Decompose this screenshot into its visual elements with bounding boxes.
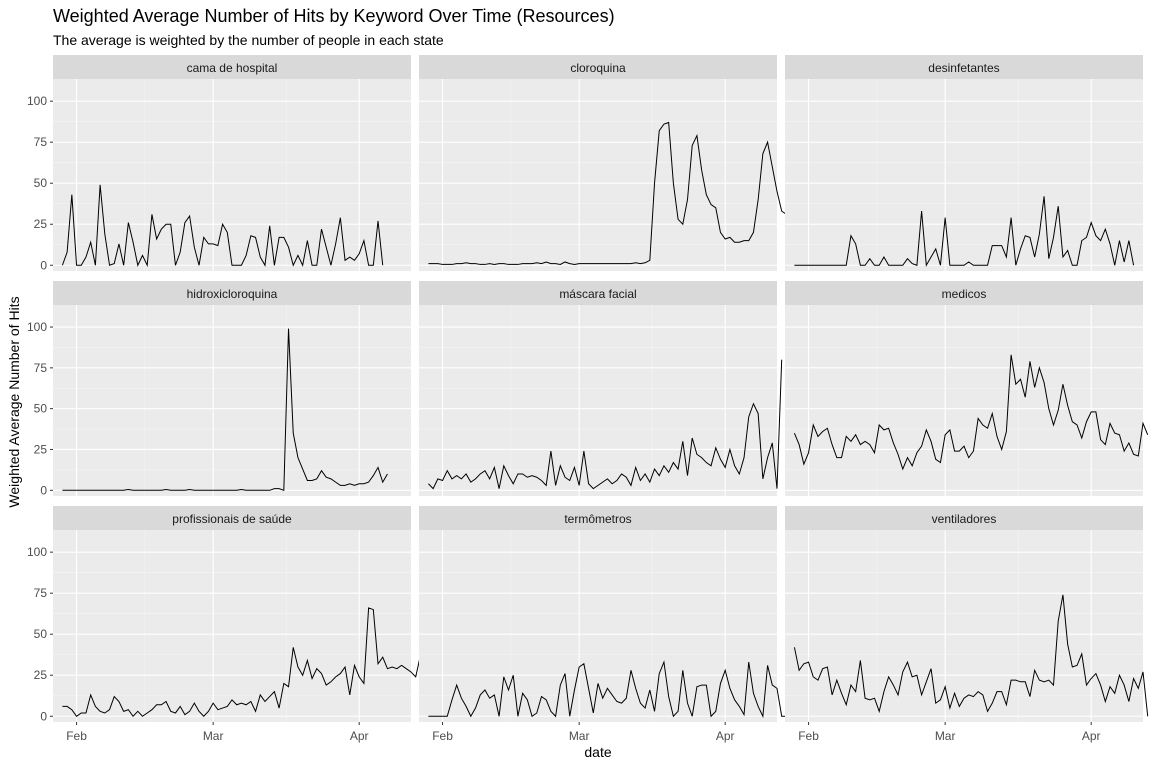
facet-strip: [53, 506, 411, 530]
panel-background: [785, 79, 1143, 271]
series-line: [428, 359, 783, 490]
x-tick-label: Feb: [798, 729, 819, 743]
y-tick-label: 25: [34, 668, 48, 682]
y-tick-label: 50: [34, 627, 48, 641]
series-line: [794, 196, 1135, 267]
panel-background: [53, 530, 411, 722]
x-tick-label: Mar: [203, 729, 224, 743]
series-line: [428, 121, 792, 265]
panel-background: [53, 305, 411, 496]
panel-background: [53, 79, 411, 271]
panel-background: [419, 305, 777, 496]
x-tick-label: Apr: [1082, 729, 1101, 743]
y-tick-label: 0: [40, 709, 47, 723]
facet-strip-label: termômetros: [564, 512, 631, 526]
facet-strip: [53, 281, 411, 305]
x-tick-label: Mar: [569, 729, 590, 743]
y-tick-label: 0: [40, 483, 47, 497]
x-axis-title: date: [584, 744, 611, 760]
facet-strip-label: medicos: [942, 287, 987, 301]
x-tick-label: Feb: [432, 729, 453, 743]
facet-strip: [785, 506, 1143, 530]
chart-title: Weighted Average Number of Hits by Keywo…: [53, 6, 615, 26]
y-tick-label: 75: [34, 361, 48, 375]
facet-strip-label: hidroxicloroquina: [187, 287, 278, 301]
panel-background: [785, 305, 1143, 496]
y-tick-label: 0: [40, 258, 47, 272]
panel: cama de hospital 0 25 50 75 100: [27, 55, 411, 272]
facet-strip-label: cama de hospital: [187, 61, 278, 75]
y-tick-label: 75: [34, 586, 48, 600]
panel-background: [419, 530, 777, 722]
series-line: [428, 660, 787, 719]
facet-strip-label: máscara facial: [559, 287, 636, 301]
facet-strip: [419, 55, 777, 79]
facet-strip-label: profissionais de saúde: [172, 512, 292, 526]
facet-strip: [419, 506, 777, 530]
facet-strip-label: desinfetantes: [928, 61, 999, 75]
y-axis-title: Weighted Average Number of Hits: [6, 296, 22, 507]
panel: máscara facial: [419, 281, 783, 496]
y-tick-label: 100: [27, 94, 47, 108]
series-line: [62, 328, 388, 491]
series-line: [793, 594, 1149, 717]
panel: cloroquina: [419, 55, 792, 271]
y-tick-label: 25: [34, 217, 48, 231]
y-tick-label: 50: [34, 402, 48, 416]
panel: medicos: [785, 281, 1149, 496]
x-tick-label: Mar: [935, 729, 956, 743]
panel: termômetros Feb Mar Apr: [419, 506, 787, 743]
y-tick-label: 100: [27, 320, 47, 334]
facet-strip: [53, 55, 411, 79]
y-tick-label: 75: [34, 135, 48, 149]
panel: desinfetantes: [785, 55, 1143, 271]
x-tick-label: Apr: [716, 729, 735, 743]
x-tick-label: Apr: [350, 729, 369, 743]
chart-subtitle: The average is weighted by the number of…: [53, 32, 444, 48]
y-tick-label: 50: [34, 176, 48, 190]
panel-background: [785, 530, 1143, 722]
y-tick-label: 25: [34, 442, 48, 456]
panels-layer: cama de hospital 0 25 50 75 100 cloroquina desi…: [27, 55, 1149, 743]
panel-background: [419, 79, 777, 271]
facet-strip: [785, 281, 1143, 305]
facet-strip: [785, 55, 1143, 79]
x-tick-label: Feb: [66, 729, 87, 743]
panel: profissionais de saúde 0 25 50 75 100 Feb Mar Ap…: [27, 506, 426, 743]
facet-strip-label: cloroquina: [570, 61, 626, 75]
series-line: [62, 607, 426, 718]
panel: ventiladores Feb Mar Apr: [785, 506, 1149, 743]
facet-strip-label: ventiladores: [932, 512, 997, 526]
facet-strip: [419, 281, 777, 305]
series-line: [61, 184, 384, 268]
y-tick-label: 100: [27, 545, 47, 559]
series-line: [793, 354, 1149, 471]
panel: hidroxicloroquina 0 25 50 75 100: [27, 281, 411, 497]
